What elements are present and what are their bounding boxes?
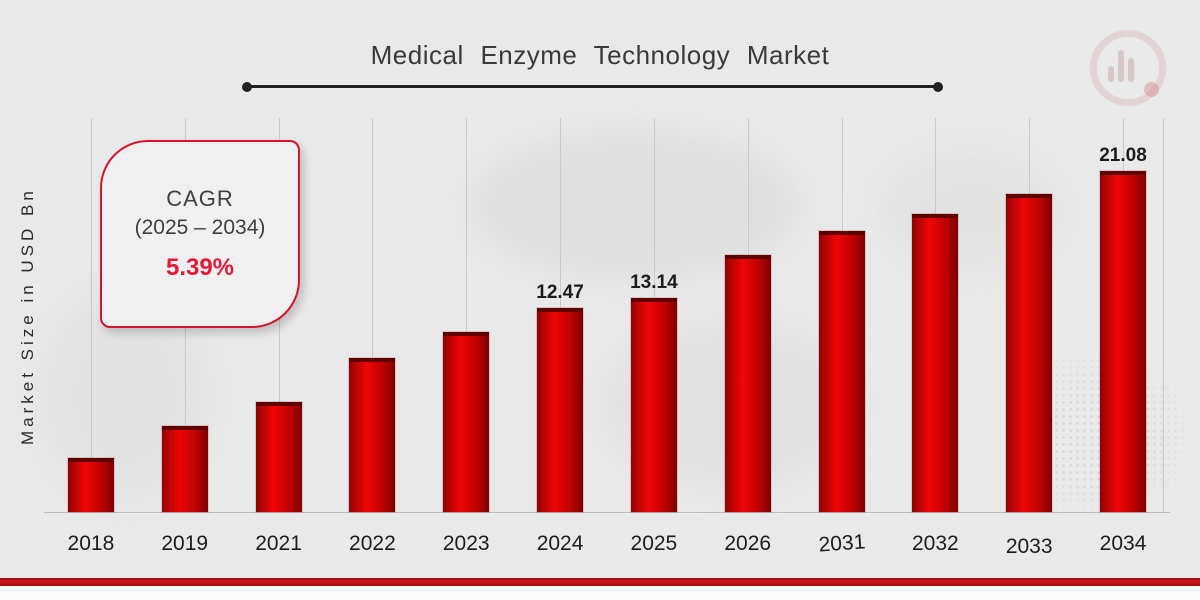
bar-2021: [255, 402, 302, 512]
cagr-period: (2025 – 2034): [134, 216, 266, 239]
bar-2022: [349, 358, 396, 512]
x-axis-label-2019: 2019: [161, 532, 209, 555]
x-axis-label-2018: 2018: [67, 532, 115, 555]
plot-area: 2018 2019 2021 2022 2023 12.47 2024 13.14 2025 20…: [44, 116, 1170, 558]
vertical-gridline: [466, 118, 468, 512]
title-underline: [242, 81, 943, 92]
vertical-gridline: [90, 118, 92, 512]
right-edge-gridline: [1163, 118, 1164, 512]
chart-title: Medical Enzyme Technology Market: [370, 40, 830, 70]
cagr-value: 5.39%: [165, 254, 235, 281]
bar-2018: [67, 458, 114, 512]
bar-column-2018: 2018: [44, 116, 138, 555]
bar-column-2031: 2031: [795, 116, 889, 557]
x-axis-label-2034: 2034: [1099, 532, 1147, 555]
bar-column-2032: 2032: [888, 116, 982, 555]
bar-2031: [818, 231, 865, 512]
bar-2024: [537, 308, 584, 512]
bar-2034: [1100, 171, 1147, 512]
bar-column-2025: 13.14 2025: [607, 116, 701, 555]
x-axis-label-2022: 2022: [349, 532, 396, 555]
bar-column-2024: 12.47 2024: [513, 116, 607, 555]
cagr-label: CAGR: [166, 186, 234, 211]
y-axis-label: Market Size in USD Bn: [18, 187, 37, 445]
footer-white-strip: [0, 586, 1200, 600]
bar-2032: [912, 214, 959, 512]
cagr-callout-box: CAGR (2025 – 2034) 5.39%: [100, 140, 300, 328]
bar-2033: [1006, 194, 1053, 512]
x-axis-label-2023: 2023: [442, 532, 490, 555]
bar-column-2022: 2022: [325, 116, 419, 555]
bar-2025: [630, 298, 677, 512]
x-axis-label-2033: 2033: [1005, 535, 1053, 558]
bar-column-2034: 21.08 2034: [1076, 116, 1170, 555]
data-label-2024: 12.47: [536, 282, 584, 303]
x-axis-label-2032: 2032: [912, 532, 959, 555]
bar-column-2019: 2019: [138, 116, 232, 555]
logo-ring: [1090, 30, 1166, 106]
data-label-2025: 13.14: [630, 272, 678, 293]
x-axis-label-2031: 2031: [817, 530, 866, 557]
x-axis-label-2021: 2021: [255, 532, 302, 555]
logo-bars-icon: [1108, 48, 1142, 82]
footer-red-band: [0, 578, 1200, 586]
vertical-gridline: [372, 118, 374, 512]
bar-2023: [443, 332, 490, 512]
data-label-2034: 21.08: [1099, 145, 1147, 166]
x-axis-label-2025: 2025: [630, 532, 678, 555]
bar-column-2033: 2033: [982, 116, 1076, 558]
brand-bar-chart-circle-logo-icon: [1082, 22, 1192, 107]
bar-2019: [161, 426, 208, 512]
x-axis-label-2024: 2024: [536, 532, 584, 555]
bar-column-2023: 2023: [419, 116, 513, 555]
logo-dot: [1144, 82, 1159, 97]
bar-column-2026: 2026: [701, 116, 795, 555]
bar-2026: [724, 255, 771, 512]
x-axis-label-2026: 2026: [724, 532, 772, 555]
